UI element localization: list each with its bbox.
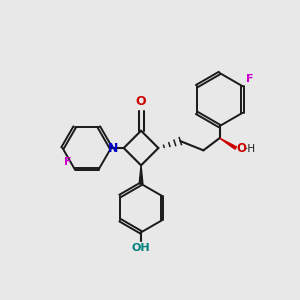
Text: F: F	[246, 74, 253, 84]
Text: O: O	[237, 142, 247, 155]
Text: F: F	[64, 157, 71, 167]
Text: N: N	[108, 142, 118, 154]
Text: ·H: ·H	[244, 144, 256, 154]
Text: O: O	[136, 94, 146, 108]
Text: OH: OH	[132, 243, 150, 254]
Polygon shape	[220, 138, 236, 149]
Polygon shape	[139, 165, 143, 184]
